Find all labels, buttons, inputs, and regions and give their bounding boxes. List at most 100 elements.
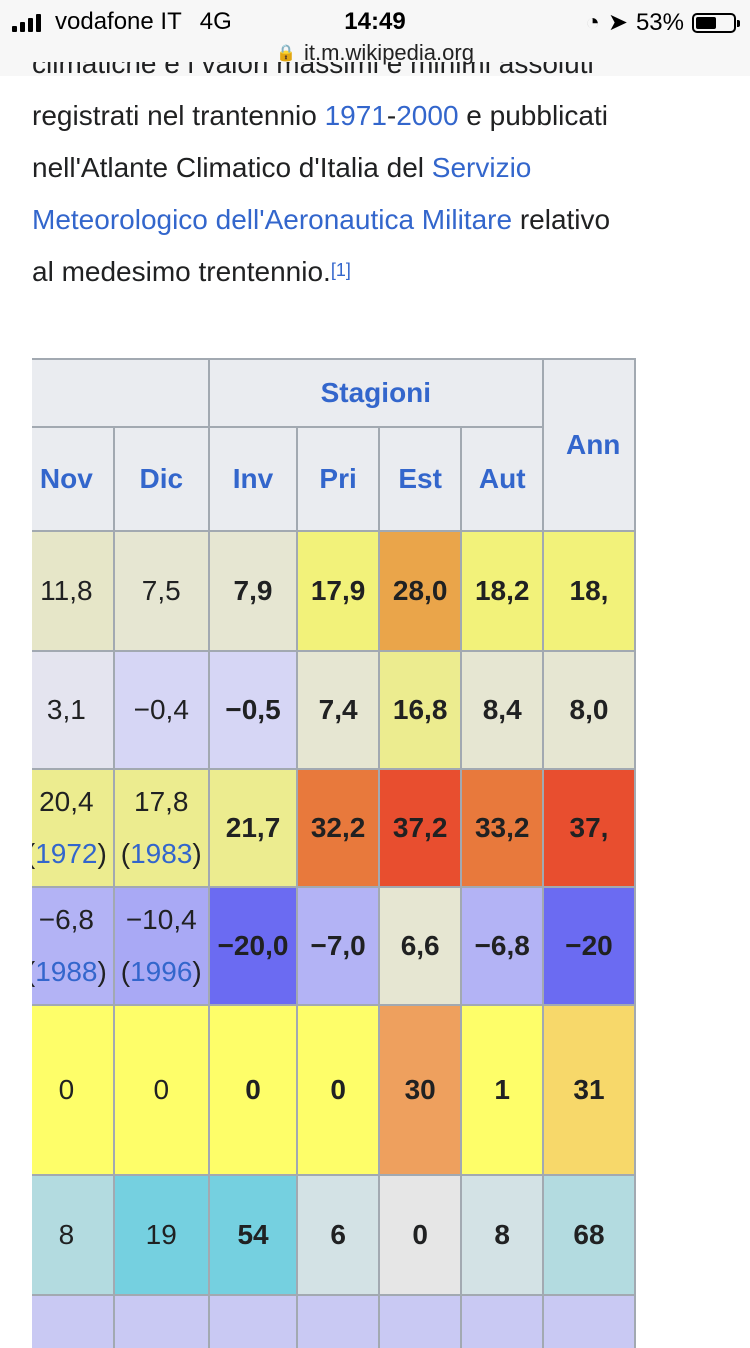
cell-value: −6,8 — [38, 904, 94, 935]
cell-value: 11,8 — [40, 575, 93, 606]
table-cell: 0 — [207, 1004, 299, 1176]
table-cell: 6 — [296, 1174, 380, 1296]
cell-value: 0 — [412, 1219, 428, 1250]
link-meteorologico[interactable]: Meteorologico dell'Aeronautica Militare — [32, 204, 513, 235]
cell-value: 7,9 — [233, 575, 273, 606]
cell-value: 0 — [245, 1074, 261, 1105]
table-cell: 3,1 — [32, 650, 115, 770]
cell-value: 28,0 — [392, 575, 448, 606]
battery-percent: 53% — [635, 8, 684, 36]
cell-value: 33,2 — [474, 812, 530, 843]
header-anno[interactable]: Ann — [541, 358, 637, 532]
text-segment: al medesimo trentennio. — [32, 256, 331, 287]
signal-icon — [12, 12, 41, 32]
text-dash: - — [386, 100, 397, 131]
year-link[interactable]: 1983 — [130, 838, 193, 869]
table-cell: 7,9 — [207, 530, 299, 652]
cell-value: 17,8 — [134, 786, 189, 817]
table-cell: 8 — [32, 1174, 115, 1296]
climate-table-viewport[interactable]: Stagioni Ann Nov Dic Inv Pri Est Aut 11,8 7,5 7… — [32, 358, 718, 1348]
cell-value: 7,4 — [318, 694, 358, 725]
text-segment: registrati nel trantennio — [32, 100, 325, 131]
climate-table: Stagioni Ann Nov Dic Inv Pri Est Aut 11,8 7,5 7… — [32, 358, 637, 1348]
cell-value: 31 — [573, 1074, 605, 1105]
cell-value: 6 — [330, 1219, 346, 1250]
table-cell: 32,2 — [296, 768, 380, 888]
column-header-aut[interactable]: Aut — [460, 426, 544, 532]
cell-value: 20,4 — [39, 786, 94, 817]
year-link[interactable]: 1972 — [35, 838, 98, 869]
cell-year: (1988) — [32, 956, 107, 987]
year-link[interactable]: 1996 — [130, 956, 193, 987]
link-1971[interactable]: 1971 — [324, 100, 387, 131]
location-icon: ➤ — [607, 9, 628, 36]
table-cell: 33,2 — [460, 768, 544, 888]
link-2000[interactable]: 2000 — [396, 100, 459, 131]
table-cell: −6,8 (1988) — [32, 886, 115, 1006]
cell-value: 18, — [569, 575, 609, 606]
cell-value: 1 — [494, 1074, 510, 1105]
cell-value: 30 — [404, 1074, 436, 1105]
table-row: )20,4(1972)17,8(1983)21,732,237,233,237, — [32, 768, 637, 888]
cell-value: 0 — [58, 1074, 75, 1105]
cell-value: 17,9 — [310, 575, 366, 606]
header-stagioni[interactable]: Stagioni — [207, 358, 544, 428]
cell-value: −10,4 — [125, 904, 197, 935]
table-cell: 8,4 — [460, 650, 544, 770]
table-cell: 11,8 — [32, 530, 115, 652]
address-bar[interactable]: 🔒 it.m.wikipedia.org — [0, 36, 750, 76]
table-cell: 28,0 — [377, 530, 463, 652]
table-cell: −0,5 — [207, 650, 299, 770]
clock: 14:49 — [344, 8, 406, 35]
table-cell: −20 — [541, 886, 637, 1006]
table-cell: 21,7 — [207, 768, 299, 888]
column-header-est[interactable]: Est — [377, 426, 463, 532]
battery-icon — [692, 12, 740, 33]
table-row: 0 0 0 0 30 1 31 — [32, 1004, 637, 1176]
cell-value: 21,7 — [225, 812, 281, 843]
table-cell — [296, 1294, 380, 1348]
text-segment: e pubblicati — [458, 100, 608, 131]
cell-value: 8 — [494, 1219, 510, 1250]
table-cell — [541, 1294, 637, 1348]
article-paragraph: climatiche e i valori massimi e minimi a… — [32, 48, 722, 298]
cell-value: 54 — [237, 1219, 269, 1250]
cell-value: −7,0 — [310, 930, 366, 961]
table-cell: 6,6 — [377, 886, 463, 1006]
year-link[interactable]: 1988 — [35, 956, 98, 987]
table-cell: 1 — [460, 1004, 544, 1176]
table-cell: 0 — [296, 1004, 380, 1176]
cell-value: 0 — [330, 1074, 346, 1105]
table-cell: 54 — [207, 1174, 299, 1296]
url-text[interactable]: it.m.wikipedia.org — [303, 40, 474, 65]
table-cell: 18, — [541, 530, 637, 652]
column-header-pri[interactable]: Pri — [296, 426, 380, 532]
table-row: 11,8 7,5 7,9 17,9 28,0 18,2 18, — [32, 530, 637, 652]
table-cell: 18,2 — [460, 530, 544, 652]
table-row: 3,1 −0,4 −0,5 7,4 16,8 8,4 8,0 — [32, 650, 637, 770]
column-header-nov[interactable]: Nov — [32, 426, 115, 532]
table-cell: −6,8 — [460, 886, 544, 1006]
cell-value: 16,8 — [392, 694, 448, 725]
table-cell — [207, 1294, 299, 1348]
column-header-inv[interactable]: Inv — [207, 426, 299, 532]
reference-link[interactable]: [1] — [330, 260, 351, 280]
cell-value: 37, — [569, 812, 609, 843]
cell-value: 8,0 — [569, 694, 609, 725]
cell-value: 37,2 — [392, 812, 448, 843]
table-cell — [377, 1294, 463, 1348]
cell-value: 18,2 — [474, 575, 530, 606]
link-servizio[interactable]: Servizio — [431, 152, 532, 183]
text-segment: nell'Atlante Climatico d'Italia del — [32, 152, 432, 183]
table-row: 8 19 54 6 0 8 68 — [32, 1174, 637, 1296]
table-cell: 30 — [377, 1004, 463, 1176]
lock-icon: 🔒 — [276, 45, 296, 62]
table-cell — [460, 1294, 544, 1348]
table-cell: 19 — [112, 1174, 210, 1296]
cell-value: 68 — [573, 1219, 605, 1250]
table-cell: −0,4 — [112, 650, 210, 770]
cut-line: climatiche e i valori massimi e minimi a… — [32, 62, 594, 79]
cell-value: 3,1 — [46, 694, 86, 725]
column-header-dic[interactable]: Dic — [112, 426, 210, 532]
table-cell: 37, — [541, 768, 637, 888]
